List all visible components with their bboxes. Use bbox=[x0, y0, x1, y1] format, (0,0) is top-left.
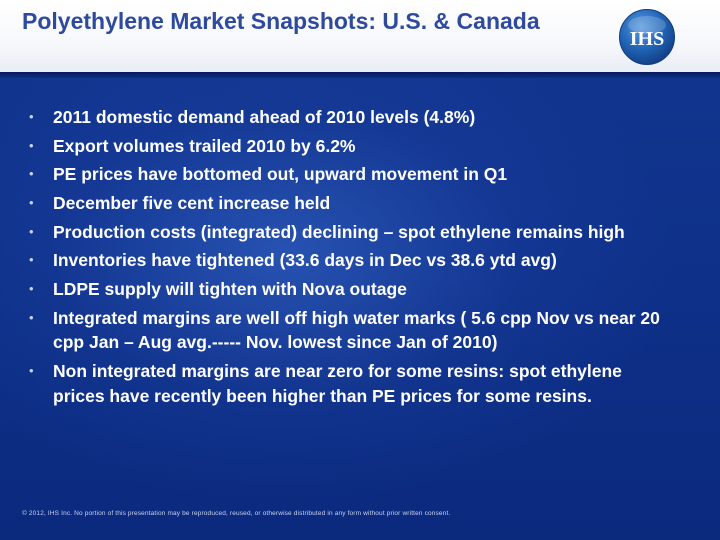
bullet-dot-icon: • bbox=[29, 363, 34, 378]
bullet-dot-icon: • bbox=[29, 137, 34, 153]
bullet-dot-icon: • bbox=[29, 109, 34, 124]
list-item: • PE prices have bottomed out, upward mov… bbox=[28, 162, 678, 187]
bullet-list: • 2011 domestic demand ahead of 2010 leve… bbox=[28, 105, 678, 412]
bullet-text: Export volumes trailed 2010 by 6.2% bbox=[53, 135, 356, 156]
bullet-dot-icon: • bbox=[29, 252, 34, 268]
list-item: • 2011 domestic demand ahead of 2010 leve… bbox=[28, 105, 678, 130]
list-item: • Production costs (integrated) declining… bbox=[28, 220, 678, 245]
list-item: • Export volumes trailed 2010 by 6.2% bbox=[28, 134, 678, 159]
list-item: • Inventories have tightened (33.6 days i… bbox=[28, 248, 678, 273]
logo-text: IHS bbox=[630, 28, 664, 50]
bullet-dot-icon: • bbox=[29, 195, 34, 211]
header-divider bbox=[0, 72, 720, 78]
bullet-dot-icon: • bbox=[29, 166, 34, 182]
bullet-text: Inventories have tightened (33.6 days in… bbox=[53, 250, 557, 271]
header-band: Polyethylene Market Snapshots: U.S. & Ca… bbox=[0, 0, 720, 72]
list-item: • Integrated margins are well off high wa… bbox=[28, 306, 678, 355]
list-item: • December five cent increase held bbox=[28, 191, 678, 216]
bullet-dot-icon: • bbox=[29, 281, 34, 297]
bullet-dot-icon: • bbox=[29, 309, 34, 325]
list-item: • LDPE supply will tighten with Nova outa… bbox=[28, 277, 678, 302]
bullet-dot-icon: • bbox=[29, 223, 34, 239]
bullet-text: Production costs (integrated) declining … bbox=[53, 221, 625, 242]
bullet-text: December five cent increase held bbox=[53, 193, 331, 214]
bullet-text: LDPE supply will tighten with Nova outag… bbox=[53, 279, 407, 300]
copyright-footer: © 2012, IHS Inc. No portion of this pres… bbox=[22, 510, 451, 517]
list-item: • Non integrated margins are near zero fo… bbox=[28, 359, 678, 408]
bullet-text: Integrated margins are well off high wat… bbox=[53, 307, 660, 353]
ihs-logo-icon: IHS bbox=[619, 9, 675, 65]
bullet-text: PE prices have bottomed out, upward move… bbox=[53, 164, 508, 185]
bullet-text: Non integrated margins are near zero for… bbox=[53, 361, 622, 406]
bullet-text: 2011 domestic demand ahead of 2010 level… bbox=[53, 107, 476, 127]
slide-title: Polyethylene Market Snapshots: U.S. & Ca… bbox=[22, 8, 540, 34]
